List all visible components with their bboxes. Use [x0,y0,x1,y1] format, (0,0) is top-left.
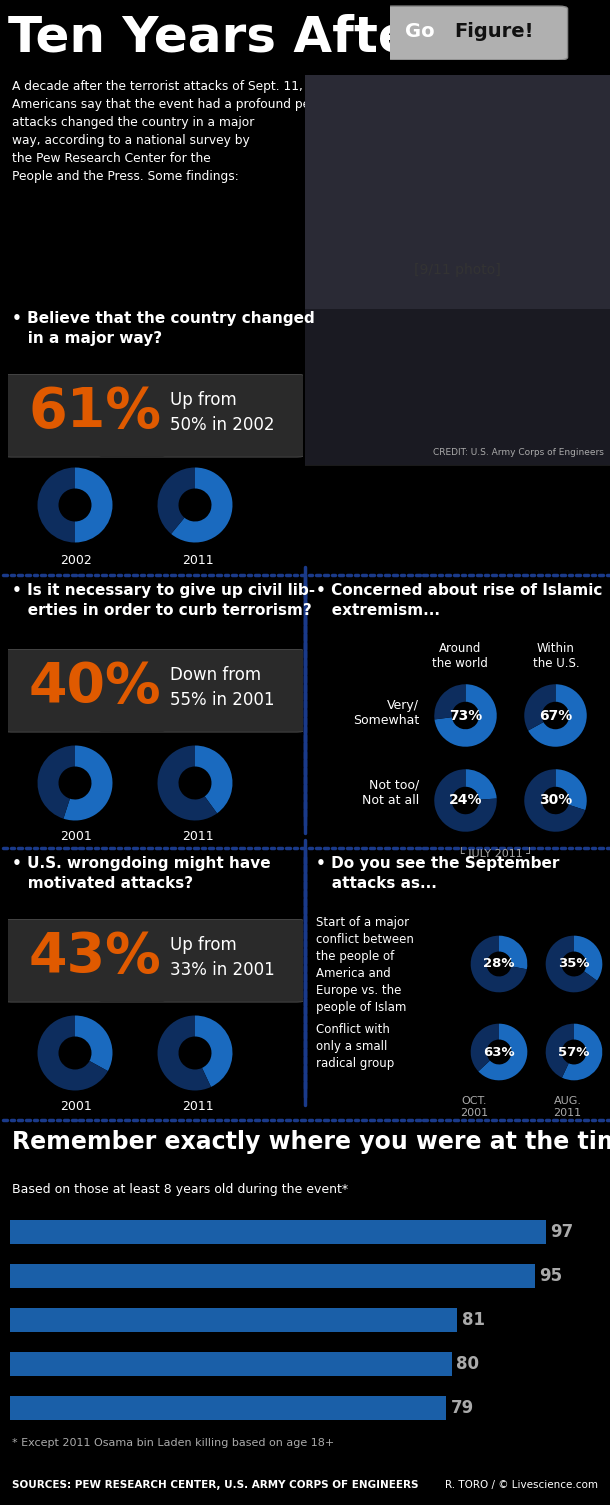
Wedge shape [157,468,195,534]
Wedge shape [157,1016,211,1091]
Wedge shape [157,745,217,820]
Text: 95: 95 [539,1267,562,1285]
Text: Based on those at least 8 years old during the event*: Based on those at least 8 years old duri… [12,1183,348,1195]
Text: [9/11 photo]: [9/11 photo] [414,263,501,277]
Wedge shape [434,769,497,832]
Text: 79: 79 [451,1400,474,1416]
Text: • Concerned about rise of Islamic
   extremism...: • Concerned about rise of Islamic extrem… [316,582,603,617]
Text: └ JULY 2011 ┘: └ JULY 2011 ┘ [458,847,533,859]
Text: Start of a major
conflict between
the people of
America and
Europe vs. the
peopl: Start of a major conflict between the pe… [316,917,414,1014]
FancyBboxPatch shape [382,6,567,60]
Text: 81: 81 [462,1311,485,1329]
Wedge shape [524,769,585,832]
Wedge shape [75,468,112,542]
Wedge shape [465,769,497,799]
FancyBboxPatch shape [2,920,306,1002]
Wedge shape [195,745,232,813]
Wedge shape [195,1016,232,1087]
Wedge shape [75,1016,112,1072]
Text: Ten Years After: Ten Years After [8,14,437,62]
Text: * Except 2011 Osama bin Laden killing based on age 18+: * Except 2011 Osama bin Laden killing ba… [12,1437,334,1448]
Wedge shape [562,1023,602,1081]
Wedge shape [171,468,232,542]
Wedge shape [528,685,587,746]
Text: • Do you see the September
   attacks as...: • Do you see the September attacks as... [316,856,559,891]
Text: Remember exactly where you were at the time of ...: Remember exactly where you were at the t… [12,1130,610,1154]
Text: Around
the world: Around the world [432,643,488,670]
Text: CREDIT: U.S. Army Corps of Engineers: CREDIT: U.S. Army Corps of Engineers [433,448,604,458]
Bar [10,1221,546,1245]
Text: Down from
55% in 2001: Down from 55% in 2001 [170,665,274,709]
Text: 2001: 2001 [60,1100,92,1114]
Text: Figure!: Figure! [454,23,534,41]
Text: Conflict with
only a small
radical group: Conflict with only a small radical group [316,1023,395,1070]
Wedge shape [471,936,527,992]
Text: Very/
Somewhat: Very/ Somewhat [353,698,419,727]
Text: 40%: 40% [29,661,161,715]
Text: 43%: 43% [29,930,162,984]
Text: 61%: 61% [29,385,162,439]
Text: 28%: 28% [483,957,515,971]
Text: AUG.
2011: AUG. 2011 [553,1096,581,1118]
Wedge shape [574,936,602,981]
Text: Up from
33% in 2001: Up from 33% in 2001 [170,936,275,978]
Wedge shape [556,769,587,810]
Wedge shape [546,936,597,992]
Polygon shape [96,999,167,1019]
Text: 63%: 63% [483,1046,515,1058]
Text: 2002: 2002 [60,554,92,567]
Text: Go: Go [405,23,434,41]
Text: R. TORO / © Livescience.com: R. TORO / © Livescience.com [445,1479,598,1490]
Text: 67%: 67% [539,709,572,722]
Wedge shape [546,1023,574,1078]
FancyBboxPatch shape [2,375,306,458]
Wedge shape [37,1016,108,1091]
Bar [10,1264,535,1288]
Wedge shape [478,1023,527,1081]
Text: 97: 97 [550,1224,573,1242]
Wedge shape [37,468,75,542]
Bar [10,1395,447,1421]
Text: Not too/
Not at all: Not too/ Not at all [362,780,419,807]
Text: A decade after the terrorist attacks of Sept. 11, 2001, a substantial majority o: A decade after the terrorist attacks of … [12,80,495,182]
Text: • U.S. wrongdoing might have
   motivated attacks?: • U.S. wrongdoing might have motivated a… [12,856,271,891]
Polygon shape [96,455,167,474]
Text: 24%: 24% [449,793,483,808]
Text: • Is it necessary to give up civil lib-
   erties in order to curb terrorism?: • Is it necessary to give up civil lib- … [12,582,315,617]
Text: 30%: 30% [539,793,572,808]
Bar [10,1351,452,1376]
Text: 73%: 73% [449,709,482,722]
Wedge shape [434,685,497,746]
Wedge shape [499,936,527,969]
Text: • Believe that the country changed
   in a major way?: • Believe that the country changed in a … [12,312,315,346]
Text: OCT.
2001: OCT. 2001 [460,1096,488,1118]
Text: Up from
50% in 2002: Up from 50% in 2002 [170,391,274,433]
FancyBboxPatch shape [2,649,306,731]
Text: SOURCES: PEW RESEARCH CENTER, U.S. ARMY CORPS OF ENGINEERS: SOURCES: PEW RESEARCH CENTER, U.S. ARMY … [12,1479,418,1490]
Bar [10,1308,458,1332]
Wedge shape [524,685,556,730]
Wedge shape [471,1023,499,1072]
Text: 57%: 57% [558,1046,590,1058]
Wedge shape [434,685,465,719]
Text: 2001: 2001 [60,831,92,843]
Text: Within
the U.S.: Within the U.S. [533,643,580,670]
Bar [305,309,610,465]
Text: 2011: 2011 [182,554,214,567]
Text: 35%: 35% [558,957,590,971]
Polygon shape [96,730,167,749]
Text: 80: 80 [456,1354,479,1373]
Wedge shape [37,745,75,819]
Wedge shape [63,745,112,820]
Bar [305,75,610,309]
Text: 2011: 2011 [182,831,214,843]
Text: 2011: 2011 [182,1100,214,1114]
